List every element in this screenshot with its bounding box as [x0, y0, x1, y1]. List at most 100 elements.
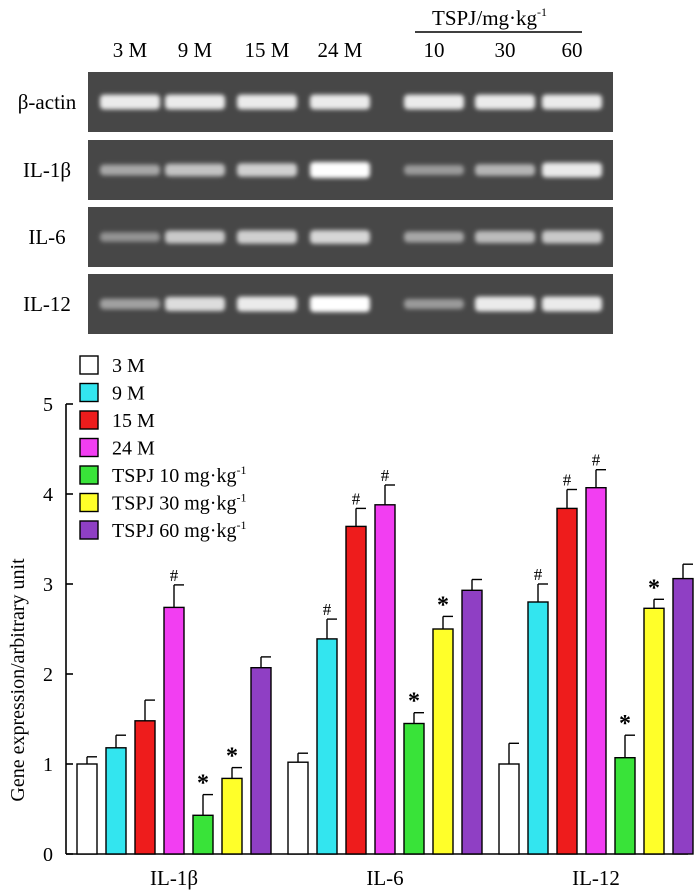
gel-band [542, 94, 602, 110]
x-tick-label: IL-6 [366, 866, 403, 890]
gel-band [237, 94, 297, 110]
gel-band [542, 230, 602, 244]
legend-swatch [79, 382, 99, 403]
significance-mark: # [534, 565, 543, 584]
y-tick-label: 3 [43, 574, 53, 596]
gel-band [475, 231, 535, 243]
gel-band [475, 94, 535, 110]
gel-lane-labels: 3 M 9 M 15 M 24 M 10 30 60 [113, 38, 583, 62]
gel-band [237, 163, 297, 177]
bar [672, 577, 694, 855]
gel-band [310, 296, 370, 312]
legend-item: TSPJ 30 mg·kg-1 [79, 491, 246, 515]
gel-lane-label: 30 [495, 38, 516, 62]
bar [461, 589, 483, 855]
gel-band [100, 94, 160, 110]
gel-row: β-actin [18, 72, 613, 132]
gel-band [475, 296, 535, 312]
gel-row-label: β-actin [18, 90, 77, 114]
gel-band [100, 164, 160, 176]
significance-mark: # [592, 451, 601, 470]
gel-row: IL-1β [23, 140, 613, 200]
significance-mark: # [323, 600, 332, 619]
gel-band [237, 296, 297, 312]
gel-band [542, 296, 602, 312]
bar [221, 777, 243, 855]
bar [345, 525, 367, 855]
y-tick-label: 2 [43, 664, 53, 686]
legend-swatch [79, 355, 99, 375]
bar [614, 757, 636, 855]
legend-item: TSPJ 10 mg·kg-1 [79, 463, 246, 487]
significance-mark: * [648, 575, 660, 601]
legend-swatch [79, 437, 99, 458]
x-tick-label: IL-1β [150, 866, 198, 890]
gel-lane-label: 60 [562, 38, 583, 62]
gel-band [404, 94, 464, 110]
gel-band [475, 164, 535, 176]
gel-band [404, 231, 464, 243]
y-axis-label: Gene expression/arbitrary unit [7, 558, 29, 802]
gel-band [310, 94, 370, 110]
legend-swatch [79, 410, 99, 430]
y-tick-label: 0 [43, 844, 53, 866]
bar [498, 763, 520, 855]
gel-band [237, 230, 297, 244]
legend-swatch [79, 465, 99, 485]
bar [287, 761, 309, 855]
significance-mark: * [197, 771, 209, 797]
x-ticks: IL-1β IL-6 IL-12 [150, 847, 620, 890]
bar [374, 504, 396, 855]
significance-mark: * [226, 744, 238, 770]
significance-mark: # [352, 489, 361, 508]
significance-mark: # [563, 471, 572, 490]
y-tick-label: 1 [43, 754, 53, 776]
y-ticks: 0 1 2 3 4 5 [43, 394, 73, 866]
y-tick-label: 4 [43, 484, 53, 506]
gel-band [165, 163, 225, 177]
gel-band [100, 232, 160, 242]
legend: 3 M 9 M 15 M 24 M TSPJ 10 mg·kg-1 TSPJ 30 mg·… [79, 355, 246, 542]
legend-item: 9 M [79, 382, 145, 405]
gel-band [542, 162, 602, 178]
legend-label: TSPJ 30 mg·kg-1 [112, 491, 246, 515]
gel-lane-label: 24 M [318, 38, 363, 62]
legend-item: TSPJ 60 mg·kg-1 [79, 518, 246, 542]
gel-row: IL-12 [23, 274, 613, 334]
bar-chart: Gene expression/arbitrary unit 0 1 2 3 4 5 IL… [7, 355, 694, 890]
gel-row-label: IL-12 [23, 292, 71, 316]
bar [403, 722, 425, 855]
gel-band [165, 297, 225, 311]
significance-mark: # [381, 466, 390, 485]
legend-label: TSPJ 60 mg·kg-1 [112, 518, 246, 542]
gel-band [404, 165, 464, 175]
significance-mark: * [437, 592, 449, 618]
gel-row-label: IL-6 [28, 225, 65, 249]
gel-lane-label: 9 M [178, 38, 213, 62]
bar [163, 606, 185, 855]
gel-rows: β-actin IL-1β IL-6 IL-12 [18, 72, 613, 334]
legend-item: 15 M [79, 410, 155, 432]
legend-label: 3 M [112, 355, 145, 377]
gel-band [165, 94, 225, 110]
significance-mark: # [170, 566, 179, 585]
bar [192, 814, 214, 855]
legend-item: 24 M [79, 437, 155, 460]
gel-row: IL-6 [28, 207, 613, 267]
tspj-header: TSPJ/mg·kg-1 [432, 5, 547, 30]
bar [585, 487, 607, 855]
bar [643, 607, 665, 855]
significance-mark: * [408, 689, 420, 715]
gel-lane-label: 3 M [113, 38, 148, 62]
bar [316, 638, 338, 855]
gel-lane-label: 15 M [245, 38, 290, 62]
gel-band [165, 230, 225, 244]
legend-label: 9 M [112, 383, 145, 405]
gel-band [100, 298, 160, 310]
bar [76, 763, 98, 855]
bar [134, 720, 156, 855]
legend-label: 24 M [112, 438, 155, 460]
bar [432, 628, 454, 855]
x-tick-label: IL-12 [572, 866, 620, 890]
gel-lane-label: 10 [424, 38, 445, 62]
